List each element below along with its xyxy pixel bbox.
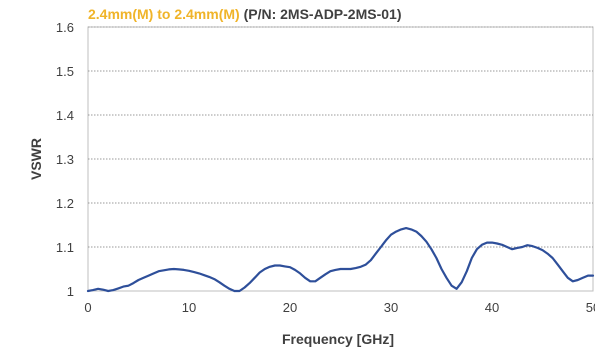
y-tick-label: 1.1 [56,240,74,255]
y-tick-label: 1 [67,284,74,299]
y-tick-labels: 1 1.1 1.2 1.3 1.4 1.5 1.6 [56,20,74,299]
chart-title-rest: (P/N: 2MS-ADP-2MS-01) [244,6,402,22]
x-tick-label: 10 [182,300,196,315]
y-tick-label: 1.4 [56,108,74,123]
chart-title: 2.4mm(M) to 2.4mm(M) (P/N: 2MS-ADP-2MS-0… [88,6,401,22]
y-tick-label: 1.5 [56,64,74,79]
y-tick-label: 1.3 [56,152,74,167]
y-tick-label: 1.2 [56,196,74,211]
y-tick-label: 1.6 [56,20,74,35]
x-axis-label: Frequency [GHz] [282,331,394,347]
x-tick-label: 20 [283,300,297,315]
x-tick-labels: 0 10 20 30 40 50 [84,300,595,315]
series-layer [86,227,595,293]
series-line [86,227,595,293]
chart-title-highlight: 2.4mm(M) to 2.4mm(M) [88,6,240,22]
x-tick-label: 50 [586,300,595,315]
x-tick-label: 40 [485,300,499,315]
y-axis-label: VSWR [28,138,44,180]
x-tick-label: 30 [384,300,398,315]
x-tick-label: 0 [84,300,91,315]
